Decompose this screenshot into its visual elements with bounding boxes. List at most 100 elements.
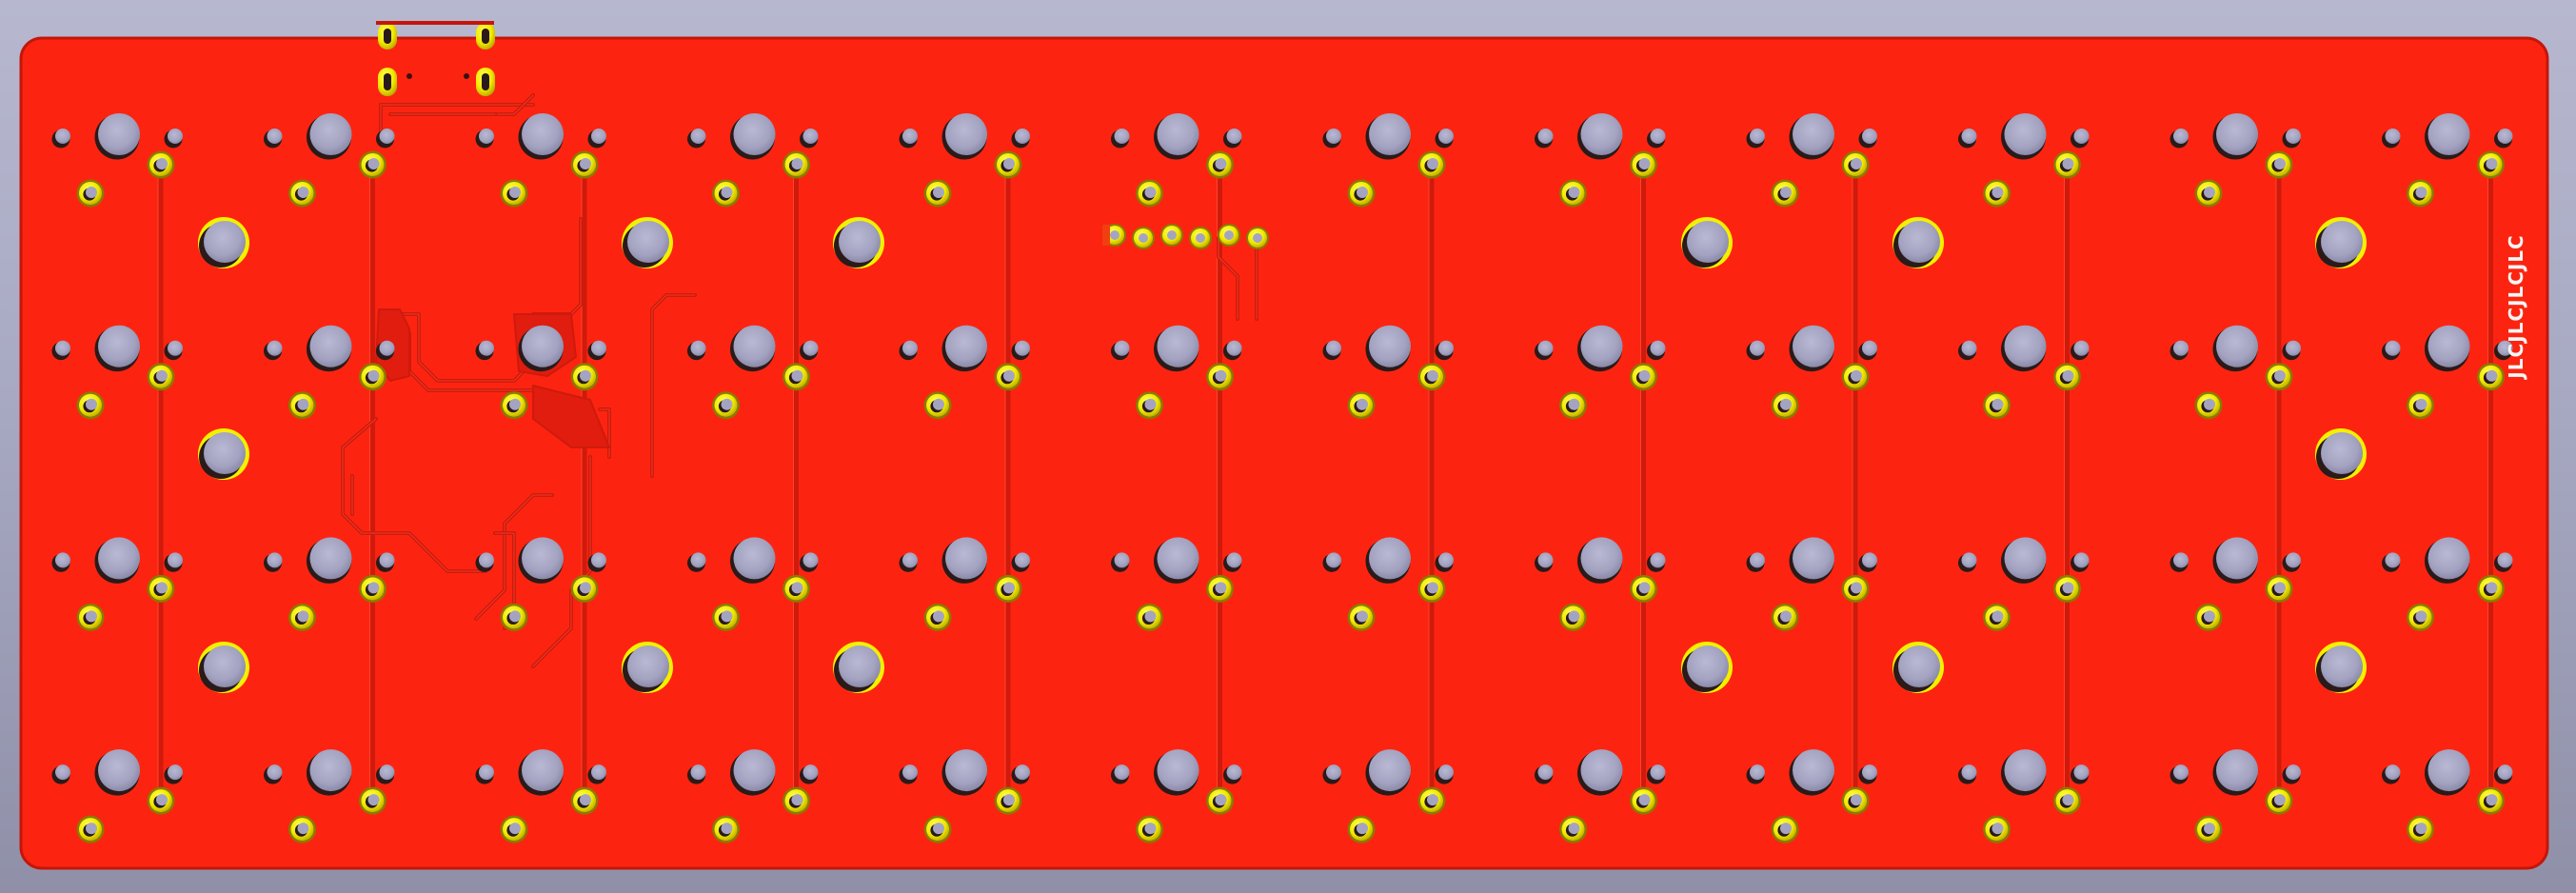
switch-center-hole [2216,537,2258,580]
signal-trace-edge [475,494,553,620]
switch-pad-drill [580,794,591,806]
stabilizer-hole-left [1326,129,1341,144]
switch-center-hole [2427,113,2470,155]
key-footprint [1958,113,2090,208]
switch-pad-drill [1215,582,1227,594]
key-footprint [1322,749,1454,843]
stabilizer-hole-right [2286,764,2301,781]
switch-center-hole [1369,537,1411,580]
switch-center-hole [733,537,776,580]
stabilizer-hole-right [1226,340,1242,356]
switch-pad-drill [2415,823,2427,835]
switch-pad-drill [367,794,380,806]
stabilizer-hole-right [1650,764,1666,781]
stabilizer-hole-left [1961,764,1977,781]
switch-pad-drill [2486,369,2498,382]
switch-center-hole [2427,749,2470,792]
switch-center-hole [945,325,987,367]
stabilizer-hole-left [1326,552,1341,568]
switch-pad-drill [1851,369,1862,382]
switch-pad-drill [933,823,944,835]
stabilizer-hole-right [2073,552,2090,568]
switch-center-hole [2004,113,2047,155]
key-footprint [51,749,183,843]
key-footprint [2170,325,2301,420]
key-footprint [1535,113,1666,208]
switch-pad-drill [1851,158,1862,169]
mount-hole-drill [204,221,246,263]
mount-hole [1681,642,1733,693]
usb-shield-slot [384,73,391,90]
stabilizer-hole-right [1650,129,1666,144]
switch-pad-drill [86,610,97,623]
stabilizer-hole-right [168,340,183,356]
key-footprint [1746,749,1877,843]
switch-center-hole [309,325,352,367]
switch-pad-drill [721,610,733,623]
switch-pad-drill [1003,369,1015,382]
key-footprint [264,113,395,208]
switch-pad-drill [1427,369,1438,382]
switch-center-hole [2216,749,2258,792]
switch-center-hole [2216,325,2258,367]
switch-pad-drill [933,398,944,410]
key-footprint [899,537,1030,631]
usb-shield-slot [384,29,391,44]
switch-pad-drill [1568,187,1580,198]
switch-pad-drill [1427,158,1438,169]
key-footprint [1535,325,1666,420]
key-footprint [2382,749,2513,843]
stabilizer-hole-right [803,764,819,781]
stabilizer-hole-right [2073,340,2090,356]
mount-hole [2315,428,2367,480]
switch-pad-drill [2062,794,2074,806]
switch-pad-drill [86,398,97,410]
mount-hole-drill [2321,645,2363,687]
stabilizer-hole-right [1015,129,1030,144]
mount-hole-drill [204,432,246,474]
stabilizer-hole-left [1961,552,1977,568]
stabilizer-hole-left [479,129,494,144]
key-footprint [475,113,606,208]
switch-center-hole [1580,113,1623,155]
key-footprint [1535,537,1666,631]
switch-pad-drill [367,158,380,169]
switch-pad-drill [791,158,803,169]
mount-hole-drill [627,221,669,263]
switch-pad-drill [721,398,733,410]
switch-pad-drill [721,187,733,198]
stabilizer-hole-right [2286,552,2301,568]
switch-pad-drill [2274,794,2286,806]
switch-pad-drill [1427,794,1438,806]
switch-center-hole [522,113,564,155]
mount-hole-drill [2321,432,2363,474]
switch-pad-drill [1427,582,1438,594]
stabilizer-hole-right [2073,764,2090,781]
switch-center-hole [1369,749,1411,792]
stabilizer-hole-right [1650,340,1666,356]
stabilizer-hole-right [1438,552,1454,568]
switch-pad-drill [2415,610,2427,623]
switch-pad-drill [933,610,944,623]
switch-pad-drill [509,398,521,410]
header-pin-drill [1167,230,1177,240]
header-pin-drill [1110,230,1120,240]
mount-hole [1892,217,1944,268]
switch-pad-drill [580,582,591,594]
switch-center-hole [733,113,776,155]
switch-pad-drill [1003,582,1015,594]
key-footprint [475,749,606,843]
key-footprint [1746,537,1877,631]
switch-center-hole [98,113,140,155]
switch-pad-drill [1568,823,1580,835]
switch-pad-drill [1638,369,1651,382]
stabilizer-hole-right [1862,552,1877,568]
header-pin-drill [1139,233,1148,243]
stabilizer-hole-right [1226,129,1242,144]
stabilizer-hole-right [379,129,395,144]
stabilizer-hole-left [902,552,918,568]
key-footprint [264,537,395,631]
key-footprint [899,325,1030,420]
